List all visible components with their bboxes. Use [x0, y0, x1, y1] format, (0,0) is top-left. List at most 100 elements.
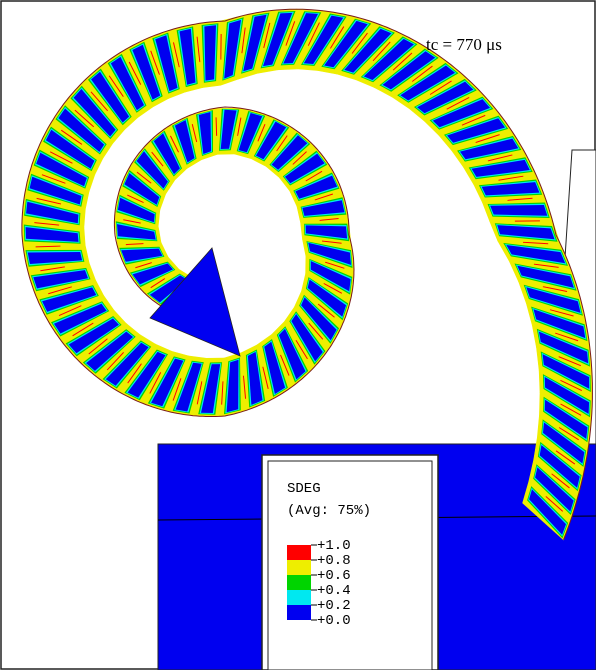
crack — [560, 403, 582, 416]
crack — [257, 123, 266, 142]
crack — [305, 170, 323, 182]
crack — [545, 496, 564, 512]
segment-core — [151, 358, 184, 407]
segment-core — [533, 309, 586, 339]
segment-core — [382, 51, 436, 90]
segment-core — [226, 359, 239, 413]
segment-core — [29, 176, 82, 205]
segment-core — [417, 81, 474, 114]
crack — [314, 193, 334, 201]
crack — [307, 22, 320, 46]
segment-core — [117, 224, 156, 240]
crack — [191, 124, 198, 143]
legend-title: SDEG — [287, 481, 321, 497]
segment-core — [517, 265, 574, 288]
segment-core — [481, 182, 540, 196]
segment-core — [471, 159, 530, 177]
segment-core — [542, 354, 590, 389]
crack — [34, 222, 60, 226]
crack — [542, 286, 568, 292]
crack — [49, 151, 73, 164]
crack — [317, 303, 335, 318]
crack — [555, 332, 579, 342]
crack — [551, 473, 570, 489]
segment-core — [42, 287, 97, 312]
segment-core — [132, 263, 173, 285]
segment-core — [45, 129, 95, 169]
segment-core — [243, 14, 267, 72]
segment-core — [432, 99, 490, 128]
crack — [172, 42, 180, 68]
crack — [172, 378, 182, 401]
crack — [280, 354, 290, 376]
segment-core — [490, 205, 548, 216]
crack — [522, 241, 549, 245]
segment-core — [121, 248, 163, 262]
crack — [149, 372, 162, 394]
crack — [446, 96, 470, 110]
crack — [558, 356, 582, 367]
segment-core — [136, 151, 168, 189]
crack — [329, 26, 345, 49]
legend-scale: +1.0+0.8+0.6+0.4+0.2+0.0 — [287, 538, 351, 629]
segment-core — [54, 303, 107, 334]
crack — [555, 450, 576, 465]
crack — [475, 134, 500, 143]
crack — [411, 65, 433, 82]
crack — [429, 80, 452, 95]
crack — [241, 27, 246, 54]
segment-core — [73, 89, 116, 137]
segment-core — [58, 108, 105, 152]
crack — [392, 52, 413, 71]
crack — [125, 243, 144, 246]
segment-core — [27, 252, 83, 264]
segment-core — [155, 35, 178, 92]
crack — [108, 75, 124, 97]
segment-core — [460, 138, 519, 160]
segment-core — [310, 261, 351, 292]
crack — [308, 322, 324, 340]
crack — [325, 261, 345, 269]
crack — [351, 32, 368, 54]
crack — [237, 117, 242, 136]
segment-core — [529, 489, 566, 535]
segment-core — [544, 377, 590, 414]
crack — [106, 352, 125, 371]
legend-swatch — [287, 560, 311, 575]
segment-core — [201, 364, 221, 413]
legend-swatch — [287, 575, 311, 590]
segment-core — [283, 13, 318, 64]
segment-core — [506, 245, 566, 264]
segment-core — [263, 12, 293, 67]
segment-core — [305, 225, 348, 239]
segment-core — [278, 328, 306, 380]
segment-core — [497, 225, 555, 240]
segment-core — [127, 351, 166, 398]
segment-core — [400, 65, 455, 101]
segment-core — [247, 352, 263, 405]
crack — [36, 197, 62, 205]
segment-core — [295, 175, 338, 199]
crack — [215, 117, 218, 136]
crack — [321, 240, 342, 244]
crack — [285, 21, 296, 46]
segment-core — [124, 173, 160, 205]
crack — [90, 91, 108, 112]
segment-core — [179, 28, 196, 85]
segment-core — [324, 20, 368, 68]
crack — [48, 286, 72, 295]
legend-level: +1.0 — [317, 538, 351, 554]
segment-core — [153, 133, 180, 175]
crack — [41, 174, 66, 184]
segment-core — [110, 56, 144, 111]
crack — [40, 266, 65, 272]
crack — [127, 363, 142, 384]
crack — [35, 245, 61, 248]
legend-swatch — [287, 590, 311, 605]
crack — [295, 339, 308, 360]
crack — [150, 50, 160, 75]
legend-level: +0.6 — [317, 568, 351, 584]
segment-core — [535, 467, 574, 512]
segment-core — [86, 331, 133, 371]
